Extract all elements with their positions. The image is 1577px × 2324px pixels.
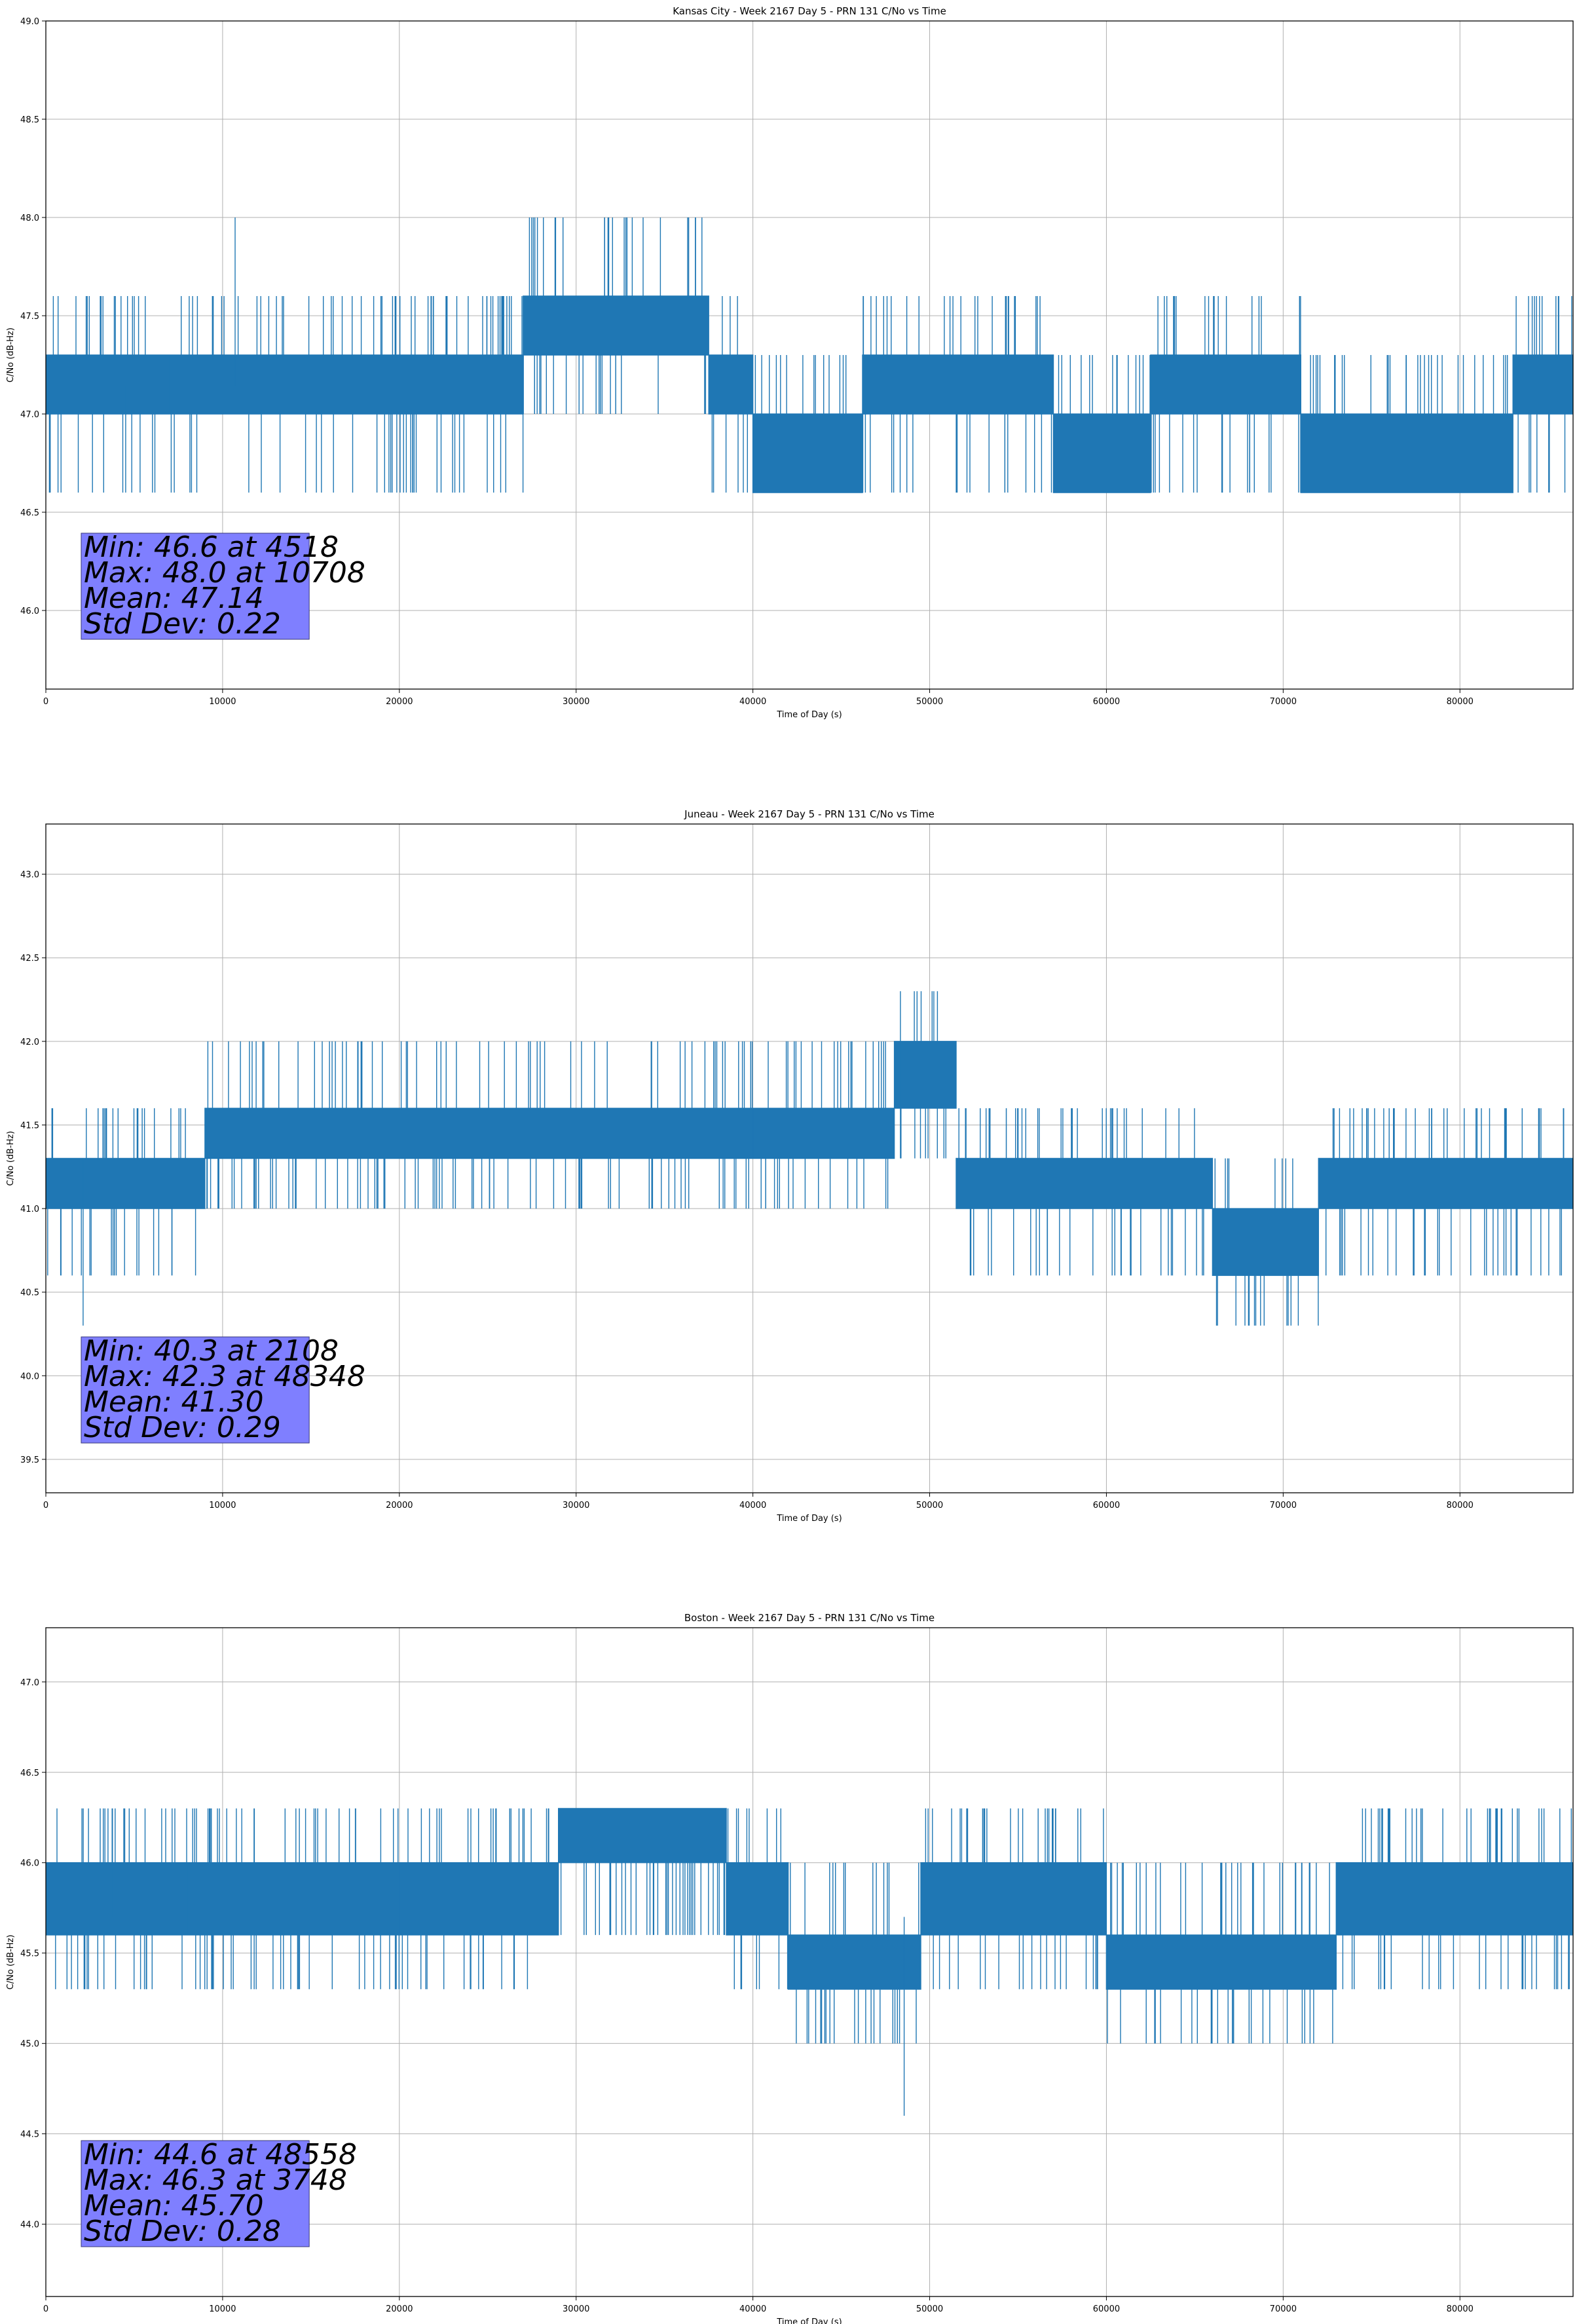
x-tick-label: 80000 <box>1447 1501 1474 1510</box>
x-tick-label: 0 <box>43 2304 48 2314</box>
y-tick-label: 46.0 <box>20 607 39 616</box>
y-tick-label: 45.5 <box>20 1949 39 1959</box>
x-tick-label: 80000 <box>1447 697 1474 707</box>
chart-title: Kansas City - Week 2167 Day 5 - PRN 131 … <box>673 5 946 17</box>
stats-std-dev: Std Dev: 0.29 <box>84 1411 281 1444</box>
y-axis-label: C/No (dB-Hz) <box>6 1935 16 1990</box>
y-tick-label: 48.0 <box>20 214 39 223</box>
x-tick-label: 30000 <box>563 2304 589 2314</box>
ticks: 0 10000 20000 30000 40000 50000 60000 70000 8000… <box>20 871 1474 1510</box>
x-tick-label: 10000 <box>209 1501 236 1510</box>
stats-min: Min: 40.3 at 2108 <box>84 1334 339 1368</box>
cno-trace <box>46 217 1573 493</box>
x-tick-label: 40000 <box>739 697 766 707</box>
x-tick-label: 50000 <box>916 1501 943 1510</box>
y-axis-label: C/No (dB-Hz) <box>6 328 16 383</box>
y-tick-label: 40.5 <box>20 1288 39 1298</box>
y-tick-label: 39.5 <box>20 1455 39 1465</box>
y-tick-label: 47.0 <box>20 410 39 420</box>
stats-max: Max: 46.3 at 3748 <box>84 2164 347 2197</box>
x-tick-label: 60000 <box>1093 2304 1120 2314</box>
x-axis-label: Time of Day (s) <box>776 2317 842 2324</box>
stats-background <box>81 2140 310 2247</box>
x-tick-label: 0 <box>43 697 48 707</box>
stats-std-dev: Std Dev: 0.22 <box>84 607 281 641</box>
y-tick-label: 45.0 <box>20 2040 39 2050</box>
x-tick-label: 60000 <box>1093 1501 1120 1510</box>
stats-max: Max: 48.0 at 10708 <box>84 556 365 590</box>
subplot-boston: 0 10000 20000 30000 40000 50000 60000 70000 8000… <box>6 1612 1574 2324</box>
y-tick-label: 44.0 <box>20 2221 39 2230</box>
stats-max: Max: 42.3 at 48348 <box>84 1360 365 1393</box>
subplot-kansas-city: 0 10000 20000 30000 40000 50000 60000 70000 8000… <box>6 5 1574 720</box>
x-tick-label: 10000 <box>209 697 236 707</box>
chart-title: Juneau - Week 2167 Day 5 - PRN 131 C/No … <box>684 808 935 820</box>
subplot-juneau: 0 10000 20000 30000 40000 50000 60000 70000 8000… <box>6 808 1574 1524</box>
axes-frame <box>45 1627 1574 2297</box>
y-tick-label: 46.0 <box>20 1859 39 1869</box>
x-tick-label: 50000 <box>916 2304 943 2314</box>
x-axis-label: Time of Day (s) <box>776 710 842 720</box>
y-tick-label: 42.0 <box>20 1038 39 1047</box>
y-tick-label: 41.0 <box>20 1205 39 1214</box>
stats-min: Min: 44.6 at 48558 <box>84 2138 357 2171</box>
x-tick-label: 70000 <box>1270 697 1297 707</box>
x-tick-label: 60000 <box>1093 697 1120 707</box>
stats-std-dev: Std Dev: 0.28 <box>84 2215 281 2248</box>
cno-trace <box>46 991 1573 1326</box>
x-tick-label: 30000 <box>563 697 589 707</box>
x-tick-label: 20000 <box>386 1501 413 1510</box>
stats-min: Min: 46.6 at 4518 <box>84 531 339 564</box>
ticks: 0 10000 20000 30000 40000 50000 60000 70000 8000… <box>20 17 1474 707</box>
x-tick-label: 70000 <box>1270 1501 1297 1510</box>
x-tick-label: 0 <box>43 1501 48 1510</box>
y-tick-label: 40.0 <box>20 1372 39 1381</box>
grid <box>45 20 1573 689</box>
cno-series <box>46 1808 1573 2116</box>
axes-frame <box>45 823 1574 1493</box>
stats-background <box>81 533 310 640</box>
stats-box: Min: 40.3 at 2108 Max: 42.3 at 48348 Mea… <box>81 1334 365 1444</box>
x-tick-label: 30000 <box>563 1501 589 1510</box>
stats-box: Min: 44.6 at 48558 Max: 46.3 at 3748 Mea… <box>81 2138 357 2248</box>
y-tick-label: 41.5 <box>20 1121 39 1131</box>
chart-title: Boston - Week 2167 Day 5 - PRN 131 C/No … <box>684 1612 935 1624</box>
y-tick-label: 47.5 <box>20 312 39 322</box>
y-tick-label: 42.5 <box>20 954 39 964</box>
stats-background <box>81 1336 310 1444</box>
cno-series <box>46 217 1573 493</box>
x-tick-label: 40000 <box>739 2304 766 2314</box>
y-tick-label: 44.5 <box>20 2130 39 2140</box>
stats-mean: Mean: 45.70 <box>84 2189 264 2222</box>
cno-trace <box>46 1808 1573 2116</box>
x-tick-label: 70000 <box>1270 2304 1297 2314</box>
x-tick-label: 40000 <box>739 1501 766 1510</box>
x-tick-label: 50000 <box>916 697 943 707</box>
y-axis-label: C/No (dB-Hz) <box>6 1131 16 1186</box>
x-tick-label: 20000 <box>386 2304 413 2314</box>
x-tick-label: 20000 <box>386 697 413 707</box>
y-tick-label: 48.5 <box>20 115 39 125</box>
x-tick-label: 10000 <box>209 2304 236 2314</box>
stats-mean: Mean: 47.14 <box>84 582 264 615</box>
y-tick-label: 49.0 <box>20 17 39 27</box>
axes-frame <box>45 20 1574 690</box>
y-tick-label: 46.5 <box>20 508 39 518</box>
stats-mean: Mean: 41.30 <box>84 1385 264 1419</box>
y-tick-label: 46.5 <box>20 1769 39 1778</box>
stats-box: Min: 46.6 at 4518 Max: 48.0 at 10708 Mea… <box>81 531 365 641</box>
x-tick-label: 80000 <box>1447 2304 1474 2314</box>
ticks: 0 10000 20000 30000 40000 50000 60000 70000 8000… <box>20 1678 1474 2314</box>
x-axis-label: Time of Day (s) <box>776 1514 842 1524</box>
y-tick-label: 43.0 <box>20 871 39 880</box>
y-tick-label: 47.0 <box>20 1678 39 1688</box>
cno-series <box>46 991 1573 1326</box>
